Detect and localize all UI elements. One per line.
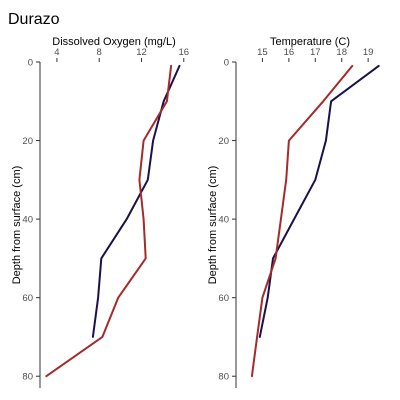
y-tick-label: 60 — [218, 293, 229, 304]
y-tick-label: 20 — [22, 136, 33, 147]
y-tick-label: 0 — [224, 58, 229, 69]
y-axis-label: Depth from surface (cm) — [207, 166, 219, 285]
y-tick-label: 60 — [22, 293, 33, 304]
y-tick-label: 80 — [218, 372, 229, 383]
y-tick-label: 20 — [218, 136, 229, 147]
x-tick-label: 15 — [257, 47, 268, 58]
y-tick-label: 80 — [22, 372, 33, 383]
x-tick-label: 12 — [136, 47, 147, 58]
y-axis-label: Depth from surface (cm) — [11, 166, 23, 285]
x-tick-label: 4 — [54, 47, 59, 58]
y-tick-label: 40 — [22, 215, 33, 226]
x-tick-label: 8 — [97, 47, 102, 58]
x-tick-label: 17 — [310, 47, 321, 58]
x-axis-label: Dissolved Oxygen (mg/L) — [52, 36, 176, 48]
do-series-line-2 — [45, 64, 173, 378]
dissolved-oxygen-panel: Dissolved Oxygen (mg/L)4 8 12 16 0 20 40 60 80 De… — [11, 36, 189, 388]
y-tick-label: 40 — [218, 215, 229, 226]
x-tick-label: 16 — [284, 47, 295, 58]
y-tick-label: 0 — [28, 58, 33, 69]
x-axis-label: Temperature (C) — [270, 36, 350, 48]
temperature-panel: Temperature (C)15 16 17 18 19 0 20 40 60 80 Depth … — [207, 36, 380, 388]
temp-series-line-1 — [258, 64, 380, 338]
do-series-line-1 — [91, 64, 181, 338]
figure-title: Durazo — [8, 11, 60, 28]
x-tick-label: 19 — [363, 47, 374, 58]
x-tick-label: 16 — [178, 47, 189, 58]
x-tick-label: 18 — [336, 47, 347, 58]
temp-series-line-2 — [250, 64, 354, 378]
